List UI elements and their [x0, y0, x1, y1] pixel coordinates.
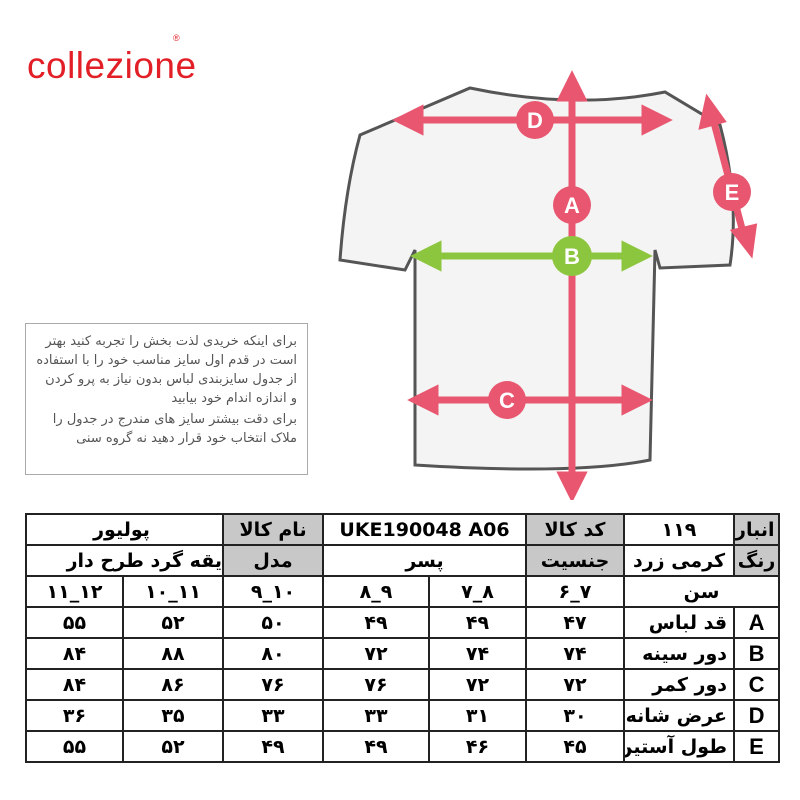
- measurement-cell: ۳۵: [121, 699, 225, 732]
- warehouse-code-label: کد انبار: [733, 513, 781, 546]
- measurement-label: دور سینه: [623, 637, 736, 670]
- size-row-B: ۸۴ ۸۸ ۸۰ ۷۲ ۷۴ ۷۴ دور سینه B: [25, 637, 781, 670]
- measurement-cell: ۳۳: [222, 699, 325, 732]
- registered-mark: ®: [173, 33, 181, 43]
- measurement-cell: ۴۹: [222, 730, 325, 763]
- gender-label: جنسیت: [525, 544, 626, 577]
- age-header: ۹_۱۰: [222, 575, 325, 608]
- note-paragraph-2: برای دقت بیشتر سایز های مندرج در جدول را…: [52, 412, 297, 446]
- size-chart-table: پوليور نام کالا UKE190048 A06 کد کالا ۱۱…: [24, 513, 781, 763]
- measurement-cell: ۸۴: [25, 637, 124, 670]
- measurement-cell: ۸۰: [222, 637, 325, 670]
- measurement-cell: ۷۴: [525, 637, 626, 670]
- age-header: ۶_۷: [525, 575, 626, 608]
- tshirt-outline: [338, 86, 735, 471]
- measurement-cell: ۸۶: [121, 668, 225, 701]
- measurement-cell: ۳۱: [428, 699, 528, 732]
- label-A: A: [564, 193, 580, 218]
- product-name: پوليور: [24, 513, 225, 546]
- measurement-cell: ۵۰: [222, 606, 325, 639]
- measurement-letter: C: [733, 668, 781, 701]
- measurement-letter: A: [733, 606, 781, 639]
- measurement-cell: ۴۶: [428, 730, 528, 763]
- age-header: ۸_۹: [322, 575, 431, 608]
- logo-text: collezione: [27, 45, 197, 86]
- color-value: کرمی زرد: [623, 544, 736, 577]
- measurement-cell: ۴۹: [322, 730, 431, 763]
- measurement-cell: ۸۸: [121, 637, 225, 670]
- size-row-A: ۵۵ ۵۲ ۵۰ ۴۹ ۴۹ ۴۷ قد لباس A: [25, 606, 781, 639]
- measurement-cell: ۵۵: [25, 730, 124, 763]
- label-B: B: [564, 244, 580, 269]
- measurement-cell: ۴۹: [428, 606, 528, 639]
- size-advice-note: برای اینکه خریدی لذت بخش را تجربه کنید ب…: [25, 323, 308, 475]
- size-row-C: ۸۴ ۸۶ ۷۶ ۷۶ ۷۲ ۷۲ دور کمر C: [25, 668, 781, 701]
- measurement-cell: ۳۰: [525, 699, 626, 732]
- measurement-cell: ۳۳: [322, 699, 431, 732]
- age-header: ۱۰_۱۱: [121, 575, 225, 608]
- measurement-letter: B: [733, 637, 781, 670]
- label-C: C: [499, 388, 515, 413]
- gender-value: پسر: [322, 544, 528, 577]
- measurement-cell: ۴۷: [525, 606, 626, 639]
- info-row-1: پوليور نام کالا UKE190048 A06 کد کالا ۱۱…: [24, 513, 781, 546]
- age-header: ۱۱_۱۲: [25, 575, 124, 608]
- measurement-label: عرض شانه: [623, 699, 736, 732]
- measurement-cell: ۷۴: [428, 637, 528, 670]
- measurement-cell: ۷۶: [222, 668, 325, 701]
- measurement-cell: ۷۲: [428, 668, 528, 701]
- tshirt-measurement-diagram: D A B C E: [338, 70, 758, 500]
- measurement-label: دور کمر: [623, 668, 736, 701]
- measurement-letter: D: [733, 699, 781, 732]
- product-code: UKE190048 A06: [322, 513, 528, 546]
- size-row-D: ۳۶ ۳۵ ۳۳ ۳۳ ۳۱ ۳۰ عرض شانه D: [25, 699, 781, 732]
- age-header-row: ۱۱_۱۲ ۱۰_۱۱ ۹_۱۰ ۸_۹ ۷_۸ ۶_۷ سن: [25, 575, 781, 608]
- product-code-label: کد کالا: [525, 513, 626, 546]
- measurement-cell: ۵۲: [121, 730, 225, 763]
- age-label: سن: [623, 575, 781, 608]
- measurement-cell: ۵۵: [25, 606, 124, 639]
- model-value: یقه گرد طرح دار: [24, 544, 225, 577]
- info-row-2: یقه گرد طرح دار مدل پسر جنسیت کرمی زرد ر…: [24, 544, 781, 577]
- measurement-cell: ۸۴: [25, 668, 124, 701]
- label-E: E: [725, 180, 740, 205]
- warehouse-code: ۱۱۹: [623, 513, 736, 546]
- measurement-cell: ۴۹: [322, 606, 431, 639]
- product-name-label: نام کالا: [222, 513, 325, 546]
- measurement-cell: ۷۶: [322, 668, 431, 701]
- measurement-letter: E: [733, 730, 781, 763]
- age-header: ۷_۸: [428, 575, 528, 608]
- model-label: مدل: [222, 544, 325, 577]
- size-row-E: ۵۵ ۵۲ ۴۹ ۴۹ ۴۶ ۴۵ طول آستین E: [25, 730, 781, 763]
- measurement-cell: ۷۲: [322, 637, 431, 670]
- measurement-label: طول آستین: [623, 730, 736, 763]
- measurement-label: قد لباس: [623, 606, 736, 639]
- measurement-cell: ۴۵: [525, 730, 626, 763]
- label-D: D: [527, 108, 543, 133]
- note-paragraph-1: برای اینکه خریدی لذت بخش را تجربه کنید ب…: [36, 334, 297, 406]
- measurement-cell: ۵۲: [121, 606, 225, 639]
- measurement-cell: ۳۶: [25, 699, 124, 732]
- brand-logo: collezione ®: [27, 33, 197, 86]
- color-label: رنگ: [733, 544, 781, 577]
- measurement-cell: ۷۲: [525, 668, 626, 701]
